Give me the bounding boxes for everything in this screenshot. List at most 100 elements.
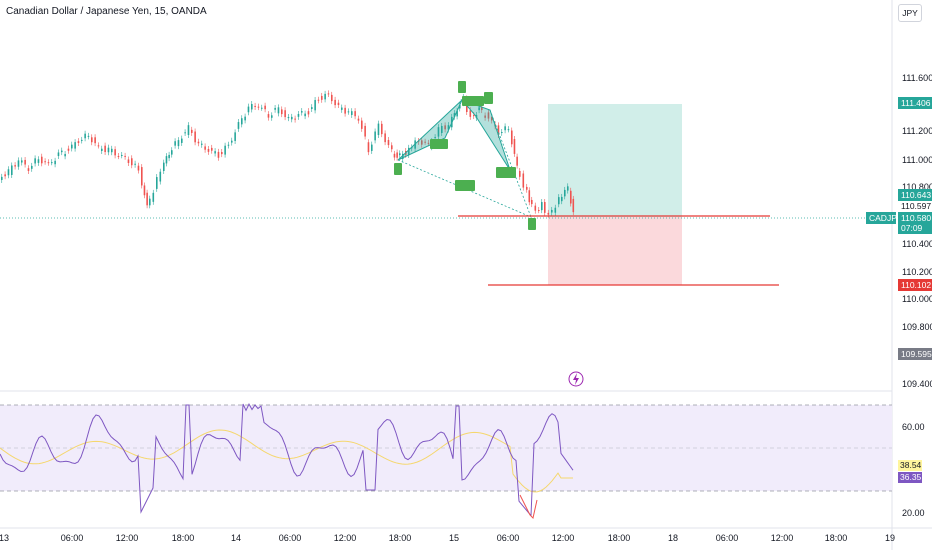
candle-body: [71, 144, 73, 149]
candle-body: [117, 156, 120, 158]
candle-body: [391, 145, 393, 150]
rsi-ma-text: 38.54: [900, 460, 922, 470]
price-tick-label: 111.600: [902, 73, 932, 83]
pattern-label-ab[interactable]: [462, 96, 484, 106]
candle-body: [51, 162, 53, 164]
candle-body: [324, 93, 326, 100]
candle-body: [257, 106, 260, 108]
candle-body: [165, 156, 168, 164]
time-axis[interactable]: 13 06:00 12:00 18:00 14 06:00 12:00 18:00 15 06:0…: [0, 533, 895, 543]
pattern-bd-line: [489, 109, 532, 218]
candle-body: [61, 150, 63, 153]
symbol-title: Canadian Dollar / Japanese Yen, 15, OAND…: [6, 6, 207, 17]
pattern-point-d[interactable]: [528, 218, 536, 230]
candle-body: [207, 148, 210, 152]
pattern-point-x[interactable]: [394, 163, 402, 175]
candle-body: [241, 118, 243, 125]
candle-body: [437, 127, 440, 137]
candle-body: [287, 117, 290, 119]
candle-body: [522, 173, 525, 188]
price-tick-label: 110.800: [902, 182, 932, 192]
candle-body: [91, 137, 93, 143]
candle-body: [441, 125, 443, 133]
candle-body: [417, 141, 420, 143]
candle-body: [427, 142, 430, 144]
rsi-ma-line: [0, 429, 573, 493]
candle-body: [107, 147, 110, 153]
candle-body: [11, 165, 13, 175]
candle-body: [534, 205, 537, 211]
candle-body: [137, 165, 140, 171]
candle-body: [424, 141, 426, 143]
candle-body: [294, 118, 296, 120]
profit-zone[interactable]: [548, 104, 682, 217]
candle-body: [24, 159, 26, 165]
candle-body: [281, 109, 283, 115]
candle-body: [174, 141, 176, 146]
candle-body: [17, 160, 20, 167]
candle-body: [561, 196, 563, 202]
currency-button[interactable]: JPY: [898, 4, 922, 22]
loss-zone[interactable]: [548, 217, 682, 285]
candle-body: [131, 158, 133, 166]
harmonic-pattern[interactable]: [394, 81, 536, 230]
candle-body: [251, 104, 253, 110]
pattern-label-bd[interactable]: [496, 167, 516, 178]
price-tick-label: 109.400: [902, 379, 932, 389]
candle-body: [271, 115, 273, 118]
candle-body: [197, 141, 200, 144]
pattern-label-xb[interactable]: [430, 139, 448, 149]
candle-body: [21, 160, 23, 163]
candle-body: [97, 145, 100, 147]
pattern-point-a[interactable]: [458, 81, 466, 93]
candle-body: [231, 140, 233, 143]
candle-body: [507, 129, 510, 131]
time-tick-label: 12:00: [116, 533, 139, 543]
candle-body: [484, 115, 486, 118]
candle-body: [456, 110, 458, 117]
candle-body: [399, 153, 401, 156]
price-tick-label: 111.000: [902, 155, 932, 165]
candle-body: [361, 120, 363, 129]
low-price-tag: 109.595: [898, 348, 932, 360]
time-tick-label: 06:00: [497, 533, 520, 543]
candle-body: [267, 114, 270, 118]
time-tick-label: 13: [0, 533, 9, 543]
time-tick-label: 18: [668, 533, 678, 543]
candle-body: [159, 171, 162, 182]
candle-body: [516, 156, 518, 166]
candle-body: [341, 107, 343, 110]
candle-body: [554, 207, 557, 213]
rsi-axis[interactable]: 60.00 20.00: [902, 422, 925, 518]
candle-body: [34, 158, 36, 164]
pattern-point-b[interactable]: [484, 92, 493, 104]
candle-body: [497, 125, 500, 135]
candle-body: [1, 176, 3, 180]
candle-body: [224, 145, 226, 155]
candle-body: [331, 94, 333, 102]
candle-body: [121, 154, 123, 156]
candle-body: [41, 156, 43, 164]
candle-body: [77, 141, 80, 143]
candle-body: [114, 149, 116, 156]
prev-price-tag: 110.597: [898, 201, 932, 212]
candle-body: [367, 142, 370, 153]
rsi-ma-tag: 38.54: [898, 460, 922, 471]
candle-body: [344, 107, 346, 114]
candle-body: [141, 167, 143, 186]
candle-body: [544, 202, 546, 213]
candle-body: [513, 139, 516, 154]
candle-body: [14, 165, 16, 167]
candle-body: [528, 190, 531, 203]
candle-body: [402, 153, 404, 159]
candle-body: [67, 148, 70, 151]
candle-body: [152, 192, 155, 202]
candle-body: [234, 132, 236, 141]
pattern-label-xd[interactable]: [455, 180, 475, 191]
candle-body: [374, 131, 376, 141]
candle-body: [217, 151, 220, 158]
lightning-icon[interactable]: [568, 371, 584, 387]
candle-body: [221, 152, 223, 155]
